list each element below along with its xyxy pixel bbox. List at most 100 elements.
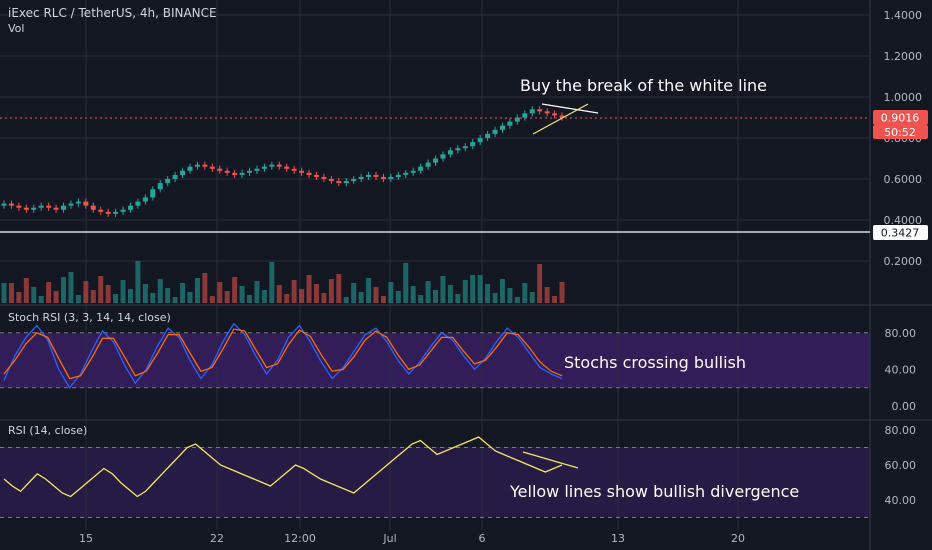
volume-bar bbox=[239, 286, 245, 303]
candle-body bbox=[142, 197, 148, 202]
volume-bar bbox=[105, 285, 111, 303]
candle-body bbox=[336, 181, 342, 184]
volume-bar bbox=[180, 283, 186, 303]
volume-bar bbox=[83, 281, 89, 303]
rsi-series-line bbox=[3, 436, 563, 498]
candle-body bbox=[321, 176, 327, 179]
volume-bar bbox=[232, 277, 238, 303]
rsi-tick-label: 80.00 bbox=[885, 424, 917, 437]
candle-body bbox=[150, 189, 156, 198]
price-annotation: Buy the break of the white line bbox=[520, 76, 767, 95]
volume-bar bbox=[120, 280, 126, 303]
candle-body bbox=[209, 166, 215, 169]
rsi-tick-label: 40.00 bbox=[885, 494, 917, 507]
candle-body bbox=[113, 211, 119, 214]
volume-bar bbox=[447, 285, 453, 303]
volume-bar bbox=[217, 282, 223, 303]
volume-bar bbox=[38, 296, 44, 303]
stoch-k-line bbox=[3, 322, 563, 389]
volume-bar bbox=[522, 283, 528, 303]
divergence-line bbox=[522, 451, 579, 469]
rsi-annotation: Yellow lines show bullish divergence bbox=[509, 482, 799, 501]
candle-body bbox=[485, 133, 491, 138]
volume-bar bbox=[306, 275, 312, 303]
volume-bar bbox=[485, 284, 491, 303]
rsi-tick-label: 60.00 bbox=[885, 459, 917, 472]
volume-bar bbox=[366, 278, 372, 303]
candle-body bbox=[440, 154, 446, 159]
volume-bar bbox=[470, 275, 476, 303]
candle-body bbox=[552, 113, 558, 116]
volume-bar bbox=[499, 279, 505, 303]
countdown-badge bbox=[873, 125, 928, 139]
volume-bar bbox=[373, 287, 379, 303]
candle-body bbox=[306, 172, 312, 175]
volume-bar bbox=[552, 296, 558, 303]
pennant-bottom-line bbox=[532, 103, 589, 135]
stoch-annotation: Stochs crossing bullish bbox=[564, 353, 746, 372]
candle-body bbox=[202, 164, 208, 167]
candle-body bbox=[120, 209, 126, 212]
candle-body bbox=[194, 164, 200, 167]
candle-body bbox=[380, 176, 386, 179]
volume-bar bbox=[425, 281, 431, 303]
candle-body bbox=[172, 174, 178, 179]
volume-bar bbox=[313, 284, 319, 303]
price-tick-label: 1.0000 bbox=[884, 91, 923, 104]
candle-body bbox=[1, 203, 7, 206]
volume-bar bbox=[46, 282, 52, 303]
volume-bar bbox=[433, 290, 439, 303]
candle-body bbox=[358, 176, 364, 179]
candle-body bbox=[217, 168, 223, 171]
rsi-band bbox=[0, 447, 870, 517]
volume-bar bbox=[537, 264, 543, 303]
rsi-label: RSI (14, close) bbox=[8, 424, 87, 437]
stoch-label: Stoch RSI (3, 3, 14, 14, close) bbox=[8, 311, 171, 324]
volume-label: Vol bbox=[8, 22, 24, 35]
volume-bar bbox=[53, 291, 59, 303]
candle-body bbox=[247, 170, 253, 173]
candle-body bbox=[291, 168, 297, 171]
candle-body bbox=[395, 174, 401, 177]
volume-bar bbox=[1, 283, 7, 303]
stoch-d-line bbox=[3, 328, 563, 380]
candle-body bbox=[514, 117, 520, 122]
candle-body bbox=[425, 162, 431, 167]
pennant-top-line bbox=[541, 103, 599, 114]
candle-body bbox=[447, 150, 453, 155]
volume-bar bbox=[336, 274, 342, 303]
candle-body bbox=[328, 179, 334, 182]
candle-body bbox=[232, 172, 238, 175]
volume-bar bbox=[142, 284, 148, 303]
candle-body bbox=[83, 201, 89, 206]
candle-body bbox=[38, 205, 44, 208]
volume-bar bbox=[559, 282, 565, 303]
rsi-line bbox=[3, 436, 563, 498]
candle-body bbox=[388, 176, 394, 179]
candle-body bbox=[537, 109, 543, 112]
price-tick-label: 0.6000 bbox=[884, 173, 923, 186]
volume-bar bbox=[492, 293, 498, 303]
candle-body bbox=[522, 113, 528, 118]
volume-bar bbox=[135, 261, 141, 303]
volume-bar bbox=[418, 295, 424, 303]
time-tick-label: 20 bbox=[731, 532, 745, 545]
candle-body bbox=[165, 179, 171, 184]
time-tick-label: Jul bbox=[382, 532, 396, 545]
stoch-tick-label: 0.00 bbox=[892, 400, 917, 413]
volume-bar bbox=[544, 287, 550, 303]
volume-bar bbox=[328, 279, 334, 303]
volume-bar bbox=[187, 292, 193, 303]
volume-bar bbox=[31, 287, 37, 303]
candle-body bbox=[343, 181, 349, 184]
volume-bar bbox=[462, 280, 468, 303]
candle-body bbox=[31, 207, 37, 210]
candle-body bbox=[68, 203, 74, 206]
volume-bar bbox=[172, 297, 178, 303]
volume-bar bbox=[477, 275, 483, 303]
volume-bar bbox=[75, 295, 81, 303]
white-line-value: 0.3427 bbox=[881, 227, 920, 240]
candle-body bbox=[53, 207, 59, 210]
countdown-value: 50:52 bbox=[884, 126, 916, 139]
